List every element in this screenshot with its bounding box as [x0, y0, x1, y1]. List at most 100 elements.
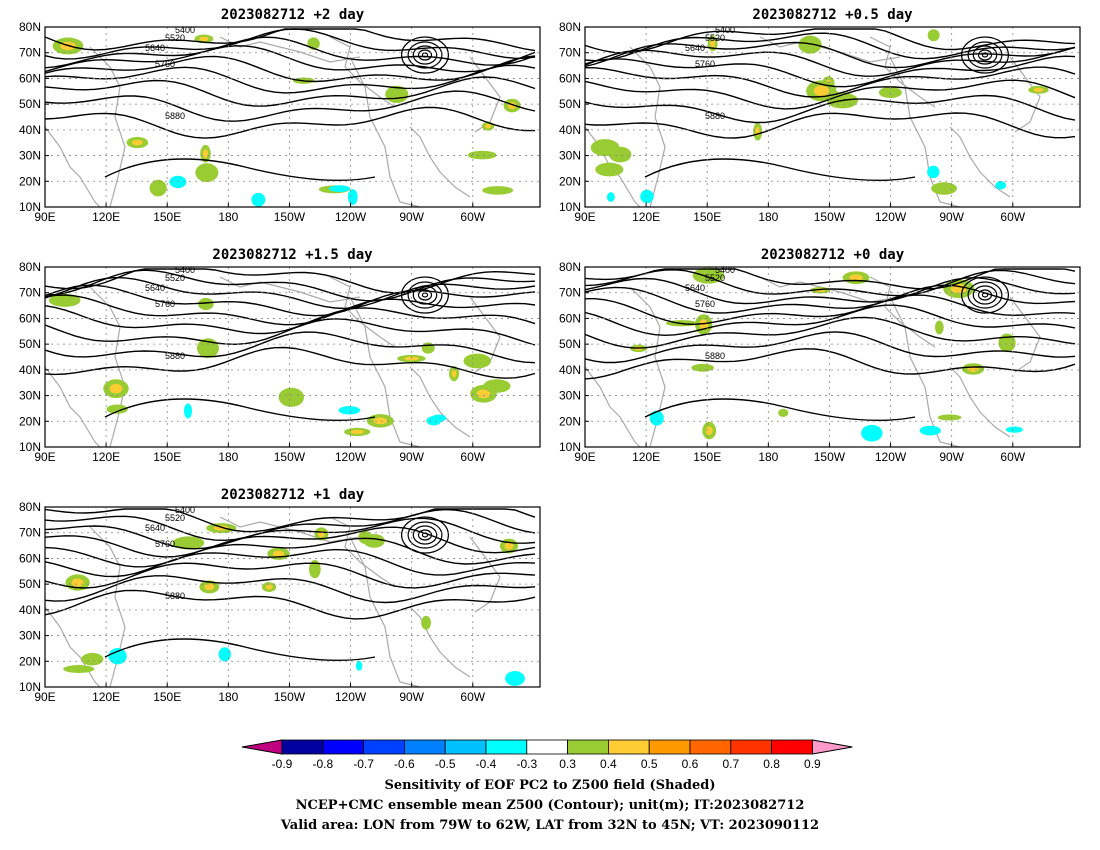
lat-tick-label: 30N [559, 149, 581, 163]
contour-label: 5520 [165, 33, 185, 43]
panel-title: 2023082712 +0.5 day [752, 7, 913, 23]
colorbar-tick-label: 0.7 [722, 757, 739, 771]
contour-line [644, 158, 916, 182]
lat-tick-label: 30N [19, 389, 41, 403]
colorbar-tick-label: 0.5 [641, 757, 658, 771]
lat-tick-label: 50N [559, 337, 581, 351]
lat-tick-label: 40N [19, 363, 41, 377]
contour-line [44, 318, 536, 346]
shade-blob [63, 665, 95, 673]
contour-label: 5880 [165, 591, 185, 601]
coastline [329, 276, 396, 348]
coastline [889, 296, 961, 448]
contour-line [644, 398, 916, 422]
shade-blob [931, 182, 958, 195]
lon-tick-label: 120E [632, 210, 660, 224]
lat-tick-label: 10N [19, 440, 41, 454]
contour-line [584, 32, 1076, 62]
map-frame [584, 266, 1081, 448]
contour-line [104, 638, 376, 662]
contour-line [44, 284, 536, 317]
contour-line [584, 94, 1076, 124]
contour-line [44, 331, 536, 364]
contour-label: 5880 [165, 351, 185, 361]
contour-label: 5400 [175, 265, 195, 275]
lat-tick-label: 80N [19, 20, 41, 34]
lat-tick-label: 60N [19, 71, 41, 85]
contour-label: 5760 [695, 299, 715, 309]
contour-label: 5760 [155, 539, 175, 549]
shade-blob [272, 550, 285, 557]
shade-blob [590, 139, 620, 157]
colorbar-tick-label: -0.3 [516, 757, 537, 771]
contour-ring [981, 52, 989, 58]
shade-blob [995, 181, 1007, 190]
contour-line [584, 55, 1076, 88]
lat-tick-label: 30N [559, 389, 581, 403]
shade-blob [705, 426, 713, 435]
lon-tick-label: 90E [34, 450, 55, 464]
lat-tick-label: 70N [19, 286, 41, 300]
lat-tick-label: 60N [19, 551, 41, 565]
contour-label: 5880 [165, 111, 185, 121]
colorbar-cell [444, 739, 487, 755]
contour-ring [421, 532, 429, 538]
colorbar-tick-label: 0.6 [682, 757, 699, 771]
shade-blob [482, 186, 514, 195]
lon-tick-label: 90W [399, 690, 424, 704]
lat-tick-label: 30N [19, 149, 41, 163]
contour-label: 5640 [145, 523, 165, 533]
coastline [869, 276, 936, 348]
contour-line [584, 276, 1076, 305]
contour-line [584, 284, 1076, 314]
shade-blob [849, 274, 863, 281]
colorbar: -0.9 -0.8 -0.7 -0.6 -0.5 -0.4 -0.3 0.3 0.4 0.5 0.6… [240, 739, 860, 775]
contour-line [584, 79, 1076, 110]
shade-blob [265, 584, 273, 590]
contour-label: 5520 [705, 273, 725, 283]
contour-ring [412, 45, 438, 65]
lat-tick-label: 10N [19, 680, 41, 694]
coastline [1009, 56, 1041, 133]
contour-label: 5640 [145, 283, 165, 293]
shade-blob [476, 389, 491, 399]
lon-tick-label: 90W [939, 210, 964, 224]
contour-line [44, 305, 536, 335]
lat-tick-label: 70N [19, 46, 41, 60]
shade-blob [878, 86, 902, 99]
contour-ring [417, 289, 433, 301]
contour-label: 5520 [705, 33, 725, 43]
coastline [44, 366, 101, 448]
contour-ring [972, 285, 998, 305]
lat-tick-label: 80N [559, 260, 581, 274]
contour-line [44, 28, 536, 60]
contour-label: 5520 [165, 273, 185, 283]
contour-ring [961, 276, 1010, 314]
lon-tick-label: 120E [92, 450, 120, 464]
shade-blob [927, 165, 940, 179]
map-panel: 2023082712 +0.5 day 5400 5520 5640 5760 5880 8… [540, 5, 1081, 225]
lon-tick-label: 120E [92, 210, 120, 224]
shade-blob [451, 369, 457, 378]
shade-blob [505, 671, 525, 686]
contour-line [584, 331, 1076, 364]
colorbar-cell [607, 739, 650, 755]
contour-line [44, 575, 536, 604]
lat-tick-label: 10N [19, 200, 41, 214]
contour-label: 5640 [145, 43, 165, 53]
contour-line [584, 304, 1076, 337]
contour-line [44, 269, 536, 302]
lon-tick-label: 120E [632, 450, 660, 464]
colorbar-tick-label: -0.8 [312, 757, 333, 771]
contour-label: 5640 [685, 43, 705, 53]
lon-tick-label: 180 [758, 210, 778, 224]
shade-blob [1005, 426, 1024, 433]
coastline [349, 296, 421, 448]
colorbar-cell [730, 739, 772, 755]
lon-tick-label: 90E [574, 450, 595, 464]
lat-tick-label: 80N [559, 20, 581, 34]
contour-ring [407, 521, 443, 549]
